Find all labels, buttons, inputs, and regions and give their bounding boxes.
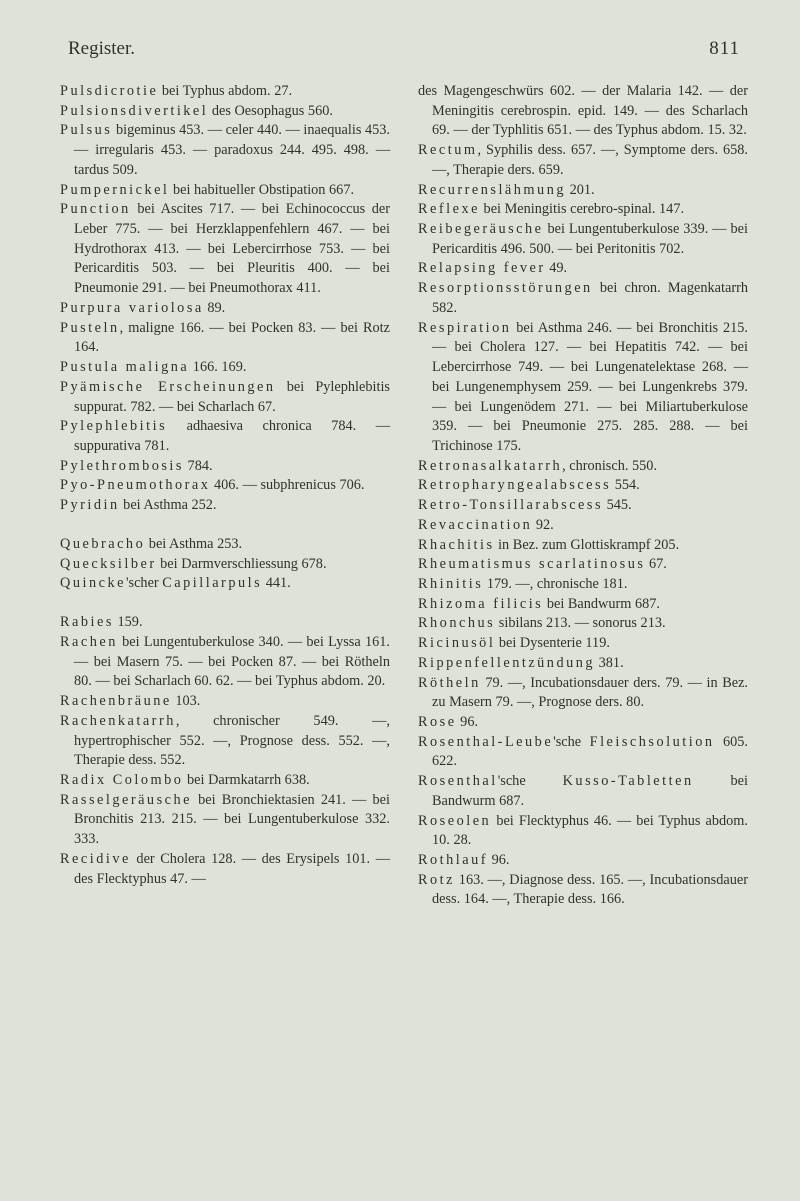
index-entry: Recurrenslähmung 201. — [418, 181, 748, 201]
index-entry: Recidive der Cholera 128. — des Erysipel… — [60, 850, 390, 889]
index-entry: Quecksilber bei Darmverschliessung 678. — [60, 555, 390, 575]
index-entry: Revaccination 92. — [418, 516, 748, 536]
left-column: Pulsdicrotie bei Typhus abdom. 27.Pulsio… — [60, 82, 390, 910]
index-entry: Quebracho bei Asthma 253. — [60, 535, 390, 555]
index-entry: Pulsionsdivertikel des Oesophagus 560. — [60, 102, 390, 122]
index-entry: Pusteln, maligne 166. — bei Pocken 83. —… — [60, 319, 390, 358]
index-entry: Pulsdicrotie bei Typhus abdom. 27. — [60, 82, 390, 102]
index-entry: Rose 96. — [418, 713, 748, 733]
index-entry: Retro-Tonsillarabscess 545. — [418, 496, 748, 516]
index-entry: Relapsing fever 49. — [418, 259, 748, 279]
index-entry: Pulsus bigeminus 453. — celer 440. — ina… — [60, 121, 390, 180]
index-entry: Pylethrombosis 784. — [60, 457, 390, 477]
index-entry: Rippenfellentzündung 381. — [418, 654, 748, 674]
index-entry: Rötheln 79. —, Incubationsdauer ders. 79… — [418, 674, 748, 713]
index-entry: Pyo-Pneumothorax 406. — subphrenicus 706… — [60, 476, 390, 496]
index-entry: Roseolen bei Flecktyphus 46. — bei Typhu… — [418, 812, 748, 851]
index-entry — [60, 600, 390, 607]
index-entry: Pyämische Erscheinungen bei Pylephlebiti… — [60, 378, 390, 417]
index-entry: Rhizoma filicis bei Bandwurm 687. — [418, 595, 748, 615]
index-entry: Ricinusöl bei Dysenterie 119. — [418, 634, 748, 654]
index-entry: Punction bei Ascites 717. — bei Echinoco… — [60, 200, 390, 299]
index-entry: Quincke'scher Capillarpuls 441. — [60, 574, 390, 594]
index-entry: Reflexe bei Meningitis cerebro-spinal. 1… — [418, 200, 748, 220]
header-title: Register. — [68, 38, 135, 60]
columns-container: Pulsdicrotie bei Typhus abdom. 27.Pulsio… — [60, 82, 748, 910]
index-entry: Rhachitis in Bez. zum Glottiskrampf 205. — [418, 536, 748, 556]
index-entry: Retropharyngealabscess 554. — [418, 476, 748, 496]
index-entry: Rachenkatarrh, chronischer 549. —, hyper… — [60, 712, 390, 771]
index-entry: Rhinitis 179. —, chronische 181. — [418, 575, 748, 595]
index-entry: des Magengeschwürs 602. — der Malaria 14… — [418, 82, 748, 141]
index-entry: Pylephlebitis adhaesiva chronica 784. — … — [60, 417, 390, 456]
page: Register. 811 Pulsdicrotie bei Typhus ab… — [0, 0, 800, 950]
index-entry: Rothlauf 96. — [418, 851, 748, 871]
index-entry: Rasselgeräusche bei Bronchiektasien 241.… — [60, 791, 390, 850]
index-entry: Rabies 159. — [60, 613, 390, 633]
right-column: des Magengeschwürs 602. — der Malaria 14… — [418, 82, 748, 910]
page-header: Register. 811 — [60, 38, 748, 60]
index-entry: Pumpernickel bei habitueller Obstipation… — [60, 181, 390, 201]
page-number: 811 — [709, 38, 740, 60]
index-entry: Radix Colombo bei Darmkatarrh 638. — [60, 771, 390, 791]
index-entry: Respiration bei Asthma 246. — bei Bronch… — [418, 319, 748, 457]
index-entry: Reibegeräusche bei Lungentuberkulose 339… — [418, 220, 748, 259]
index-entry: Rachen bei Lungentuberkulose 340. — bei … — [60, 633, 390, 692]
index-entry: Pyridin bei Asthma 252. — [60, 496, 390, 516]
index-entry: Rotz 163. —, Diagnose dess. 165. —, Incu… — [418, 871, 748, 910]
index-entry: Rectum, Syphilis dess. 657. —, Symptome … — [418, 141, 748, 180]
index-entry: Purpura variolosa 89. — [60, 299, 390, 319]
index-entry: Rosenthal-Leube'sche Fleischsolution 605… — [418, 733, 748, 772]
index-entry: Pustula maligna 166. 169. — [60, 358, 390, 378]
index-entry: Retronasalkatarrh, chronisch. 550. — [418, 457, 748, 477]
index-entry: Rheumatismus scarlatinosus 67. — [418, 555, 748, 575]
index-entry: Rhonchus sibilans 213. — sonorus 213. — [418, 614, 748, 634]
index-entry: Rosenthal'sche Kusso-Tabletten bei Bandw… — [418, 772, 748, 811]
index-entry: Resorptionsstörungen bei chron. Magenkat… — [418, 279, 748, 318]
index-entry: Rachenbräune 103. — [60, 692, 390, 712]
index-entry — [60, 522, 390, 529]
